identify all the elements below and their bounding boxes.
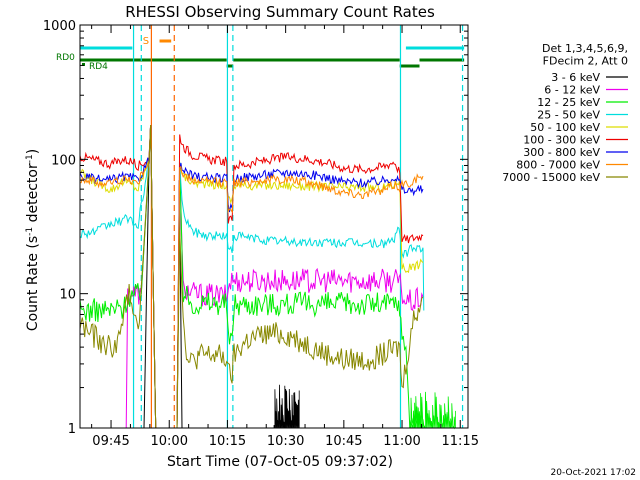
legend: Det 1,3,4,5,6,9,FDecim 2, Att 0 3 - 6 keV… — [502, 42, 628, 184]
series-line — [79, 124, 424, 429]
x-axis-label: Start Time (07-Oct-05 09:37:02) — [167, 454, 393, 470]
status-flags: S RD0 RD4 — [56, 36, 465, 72]
footer-date: 20-Oct-2021 17:02 — [551, 468, 636, 478]
series-line — [79, 124, 424, 429]
y-axis-label: Count Rate (s-1 detector-1) — [25, 149, 41, 331]
series-line — [79, 124, 424, 429]
legend-entry: 300 - 800 keV — [523, 146, 600, 159]
x-tick-label: 09:45 — [92, 434, 129, 449]
x-tick-label: 10:15 — [209, 434, 246, 449]
chart-title: RHESSI Observing Summary Count Rates — [125, 3, 435, 21]
rd4-label: RD4 — [89, 62, 108, 72]
y-tick-label: 100 — [51, 153, 76, 168]
y-tick-label: 10 — [59, 288, 76, 303]
series-line — [79, 124, 424, 429]
series-line-burst — [409, 391, 456, 430]
legend-entry: 800 - 7000 keV — [516, 159, 600, 172]
rd0-label: RD0 — [56, 53, 75, 63]
x-tick-label: 10:30 — [267, 434, 304, 449]
legend-header: FDecim 2, Att 0 — [543, 55, 628, 68]
y-tick-label: 1 — [68, 422, 76, 437]
x-tick-label: 11:15 — [442, 434, 479, 449]
legend-entry: 7000 - 15000 keV — [502, 171, 600, 184]
legend-header: Det 1,3,4,5,6,9, — [542, 42, 628, 55]
x-tick-label: 10:45 — [325, 434, 362, 449]
series-line — [79, 124, 424, 429]
legend-entry: 100 - 300 keV — [523, 134, 600, 147]
saa-label: S — [143, 36, 149, 47]
rd4-marker — [82, 63, 85, 66]
plot-frame — [79, 24, 469, 429]
x-tick-label: 10:00 — [151, 434, 188, 449]
legend-entry: 12 - 25 keV — [537, 96, 600, 109]
legend-entry: 25 - 50 keV — [537, 109, 600, 122]
legend-entry: 3 - 6 keV — [551, 71, 600, 84]
y-tick-label: 1000 — [43, 19, 76, 34]
series-line — [79, 124, 425, 429]
axes: 1 10 100 1000 09:45 10:00 10:15 10:30 10:45 11:00… — [43, 19, 479, 449]
legend-entry: 6 - 12 keV — [544, 84, 600, 97]
series-line-burst — [273, 384, 300, 429]
series-line — [79, 124, 424, 429]
legend-entry: 50 - 100 keV — [530, 121, 600, 134]
x-tick-label: 11:00 — [383, 434, 420, 449]
